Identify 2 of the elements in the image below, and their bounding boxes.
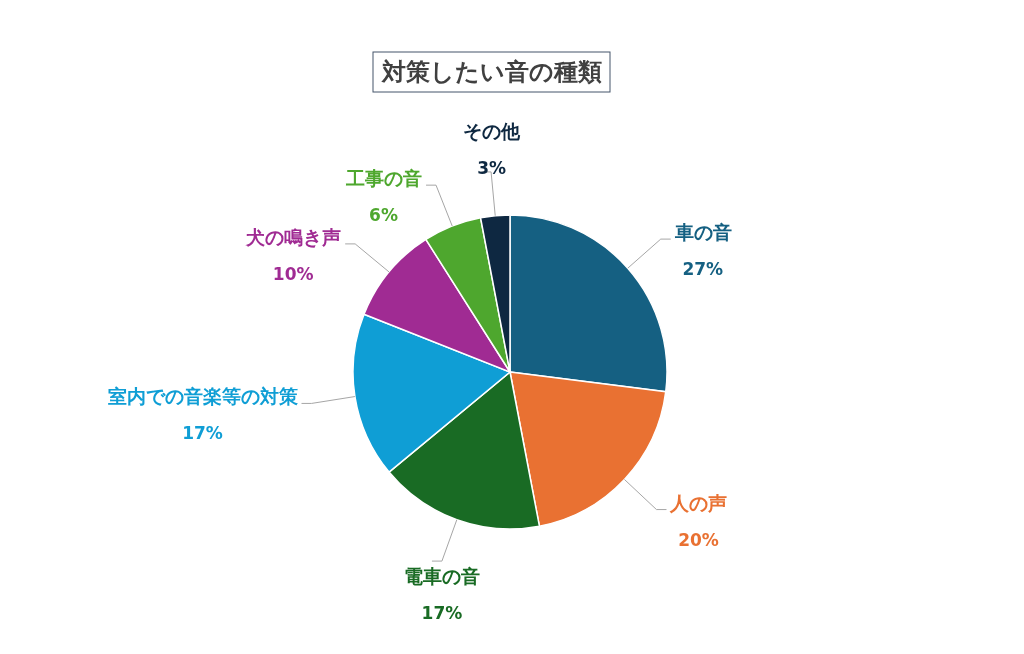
chart-title: 対策したい音の種類 bbox=[381, 58, 602, 86]
title: 対策したい音の種類 bbox=[372, 51, 611, 93]
